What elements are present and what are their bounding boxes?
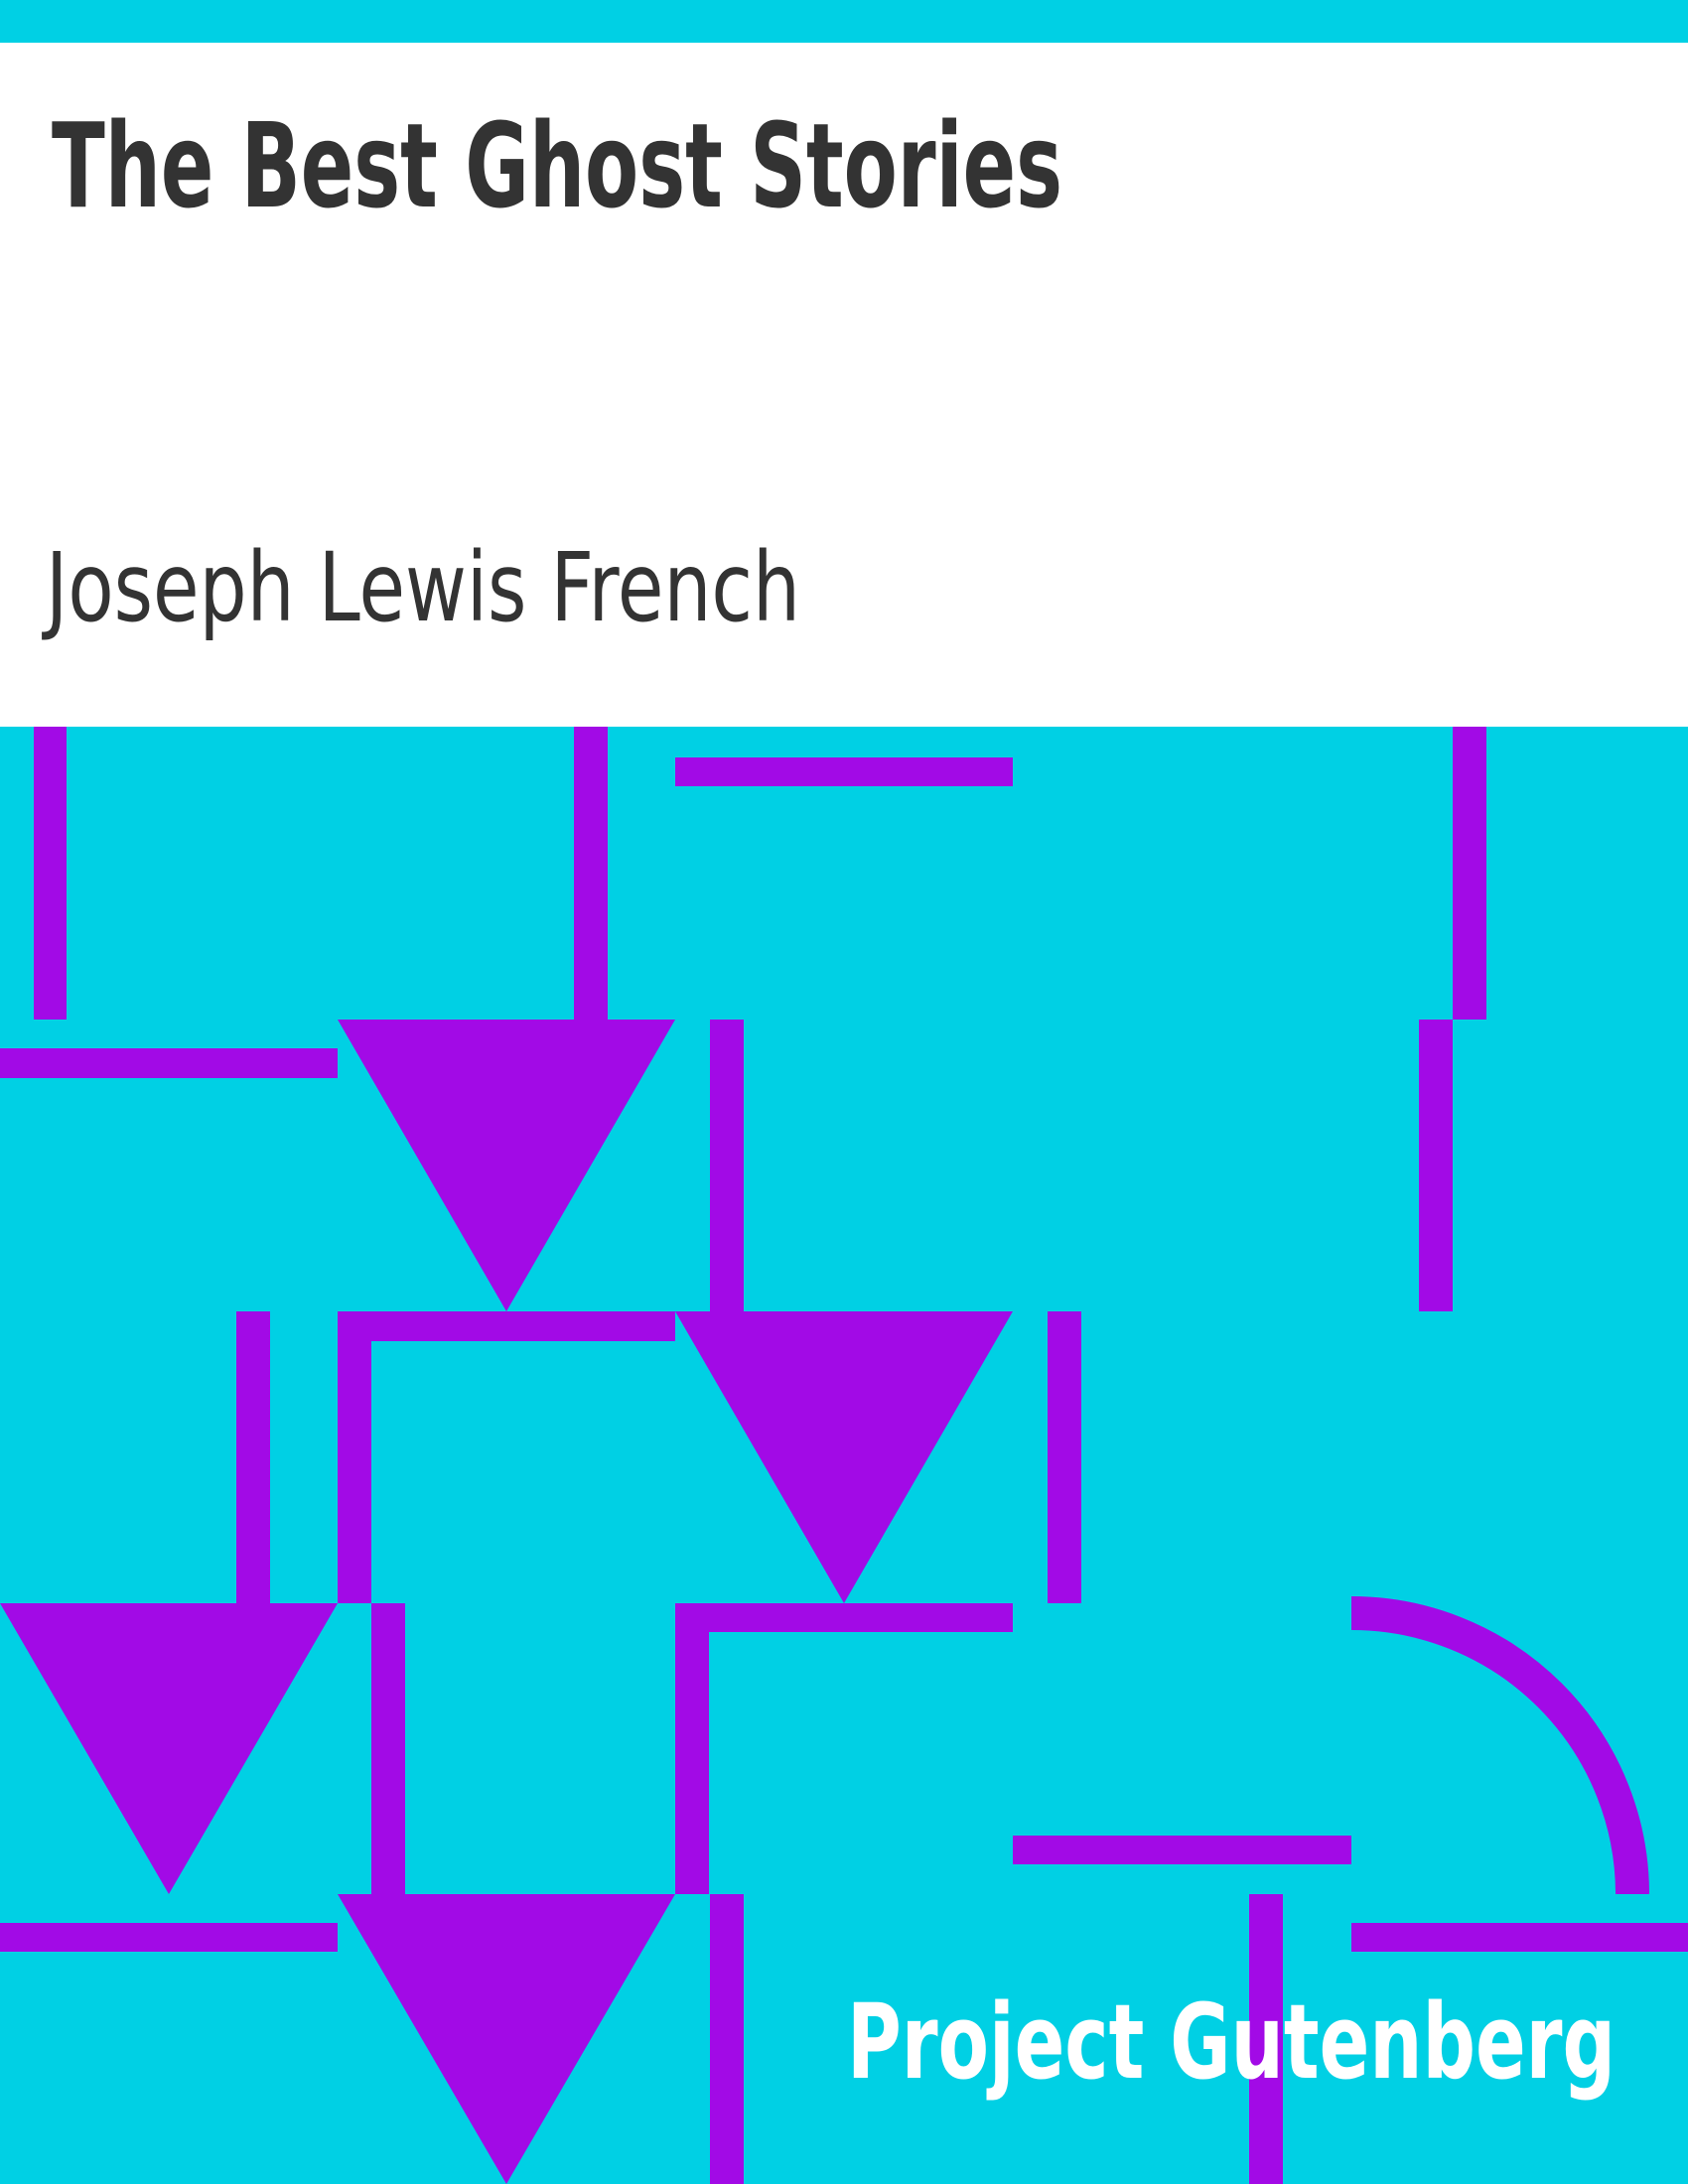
- bar: [34, 727, 67, 1020]
- bar: [338, 1311, 371, 1603]
- bar: [0, 1048, 338, 1078]
- bar: [675, 757, 1013, 786]
- bar: [1419, 1020, 1453, 1311]
- triangle: [338, 1020, 675, 1311]
- triangle: [0, 1603, 338, 1894]
- bar: [675, 1603, 709, 1894]
- bar: [675, 1603, 1013, 1632]
- title: The Best Ghost Stories: [52, 97, 1062, 234]
- bar: [1453, 727, 1486, 1020]
- bar: [1351, 1923, 1688, 1952]
- bar: [1249, 1894, 1283, 2184]
- triangle: [338, 1894, 675, 2184]
- bar: [710, 1020, 744, 1311]
- bar: [1048, 1311, 1081, 1603]
- bar: [371, 1603, 405, 1894]
- bar: [0, 1923, 338, 1952]
- bar: [236, 1311, 270, 1603]
- author: Joseph Lewis French: [42, 532, 800, 643]
- bar: [574, 727, 608, 1020]
- title-panel: [0, 43, 1688, 727]
- triangle: [675, 1311, 1013, 1603]
- pattern: [0, 727, 1688, 2184]
- arc: [1350, 1596, 1649, 1895]
- publisher: Project Gutenberg: [847, 1981, 1616, 2103]
- bar: [1013, 1836, 1351, 1864]
- bar: [338, 1311, 675, 1341]
- bar: [710, 1894, 744, 2184]
